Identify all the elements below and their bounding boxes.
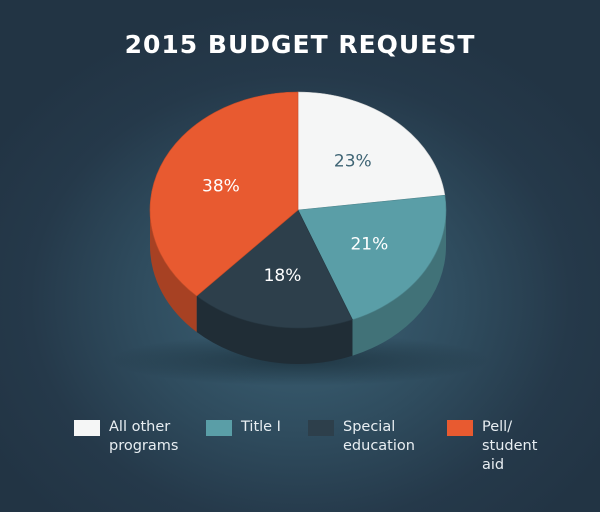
slice-pell-student-aid (149, 91, 299, 297)
slice-all-other-programs (297, 91, 446, 211)
slice-side-special-education (196, 296, 353, 364)
slice-label-special-education: 18% (264, 266, 302, 286)
slice-side-pell-student-aid (150, 210, 197, 333)
chart-title: 2015 BUDGET REQUEST (124, 30, 476, 59)
slice-title-i (297, 194, 447, 321)
slice-label-all-other-programs: 23% (334, 151, 372, 171)
slice-label-title-i: 21% (350, 235, 388, 255)
slice-label-pell-student-aid: 38% (202, 177, 240, 197)
slice-special-education (196, 209, 353, 329)
slice-side-title-i (352, 210, 446, 356)
